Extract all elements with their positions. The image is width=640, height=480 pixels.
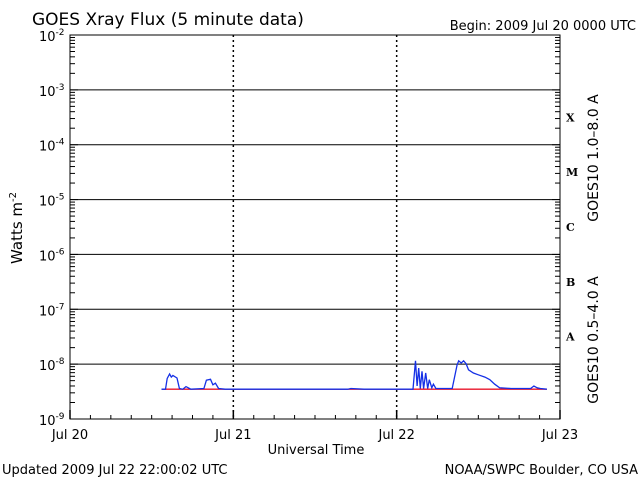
y-axis-label-sup: -2 xyxy=(8,192,19,202)
footer-credit: NOAA/SWPC Boulder, CO USA xyxy=(445,463,638,478)
legend-long-channel: GOES10 1.0–8.0 A xyxy=(586,94,602,222)
x-tick-label: Jul 20 xyxy=(51,428,88,443)
flare-class-label: C xyxy=(566,221,575,234)
y-tick-label: 10-6 xyxy=(39,247,65,264)
flare-class-label: M xyxy=(566,166,578,179)
x-tick-label: Jul 21 xyxy=(214,428,251,443)
series-layer xyxy=(161,359,547,390)
y-tick-label: 10-4 xyxy=(39,138,65,155)
y-tick-label: 10-3 xyxy=(39,83,65,100)
x-tick-label: Jul 22 xyxy=(377,428,414,443)
begin-label: Begin: 2009 Jul 20 0000 UTC xyxy=(450,19,636,34)
y-axis-label-text: Watts m xyxy=(8,202,26,264)
legend-short-channel: GOES10 0.5–4.0 A xyxy=(586,276,602,404)
y-tick-label: 10-8 xyxy=(39,357,65,374)
flare-class-label: X xyxy=(566,111,575,124)
plot-frame xyxy=(69,34,561,420)
x-axis-label: Universal Time xyxy=(268,443,365,458)
flare-class-label: B xyxy=(566,276,575,289)
day-separators xyxy=(232,35,398,419)
x-tick-label: Jul 23 xyxy=(541,428,578,443)
grid-lines xyxy=(70,89,560,365)
y-tick-label: 10-5 xyxy=(39,193,65,210)
minor-ticks xyxy=(69,37,561,420)
y-tick-label: 10-9 xyxy=(39,412,65,429)
series-short-channel-line xyxy=(161,359,547,390)
flare-class-label: A xyxy=(565,331,575,344)
y-tick-label: 10-2 xyxy=(39,28,65,45)
flare-class-labels: X M C B A xyxy=(565,111,578,343)
y-tick-labels: 10-9 10-8 10-7 10-6 10-5 10-4 10-3 10-2 xyxy=(39,28,65,429)
x-tick-labels: Jul 20 Jul 21 Jul 22 Jul 23 xyxy=(51,428,578,443)
footer-updated: Updated 2009 Jul 22 22:00:02 UTC xyxy=(2,463,227,478)
y-tick-label: 10-7 xyxy=(39,302,65,319)
chart-title: GOES Xray Flux (5 minute data) xyxy=(32,10,304,30)
y-axis-label: Watts m-2 xyxy=(8,192,26,264)
